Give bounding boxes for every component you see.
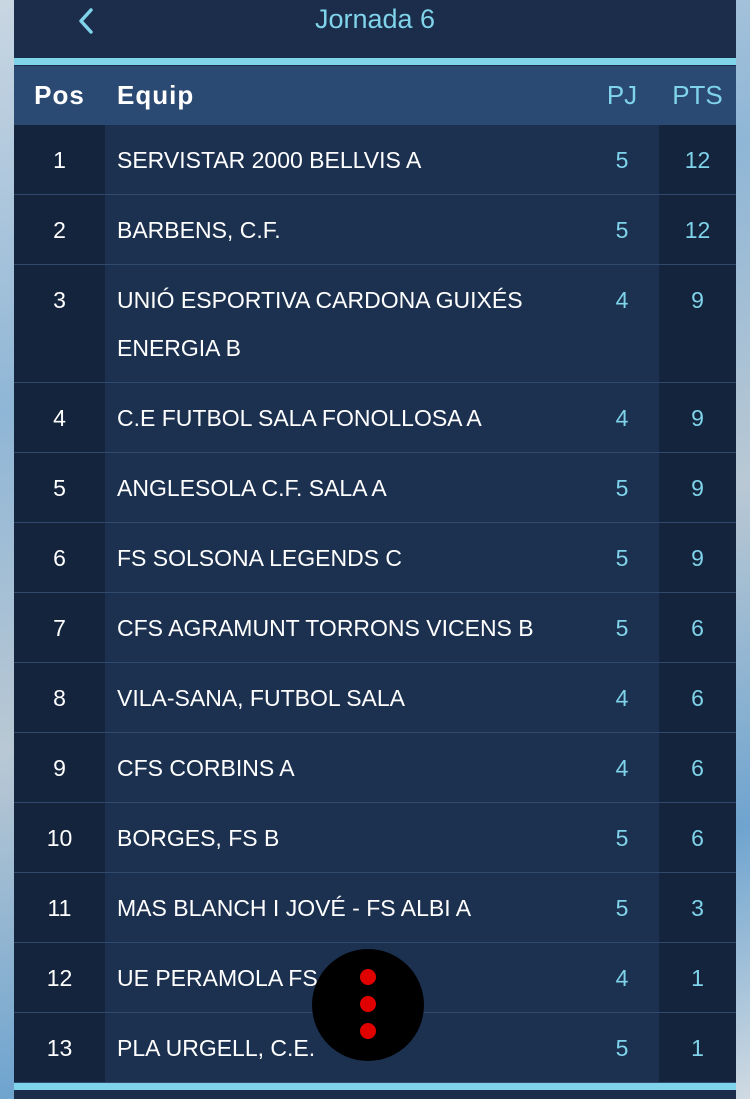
played-cell: 5	[585, 1013, 659, 1082]
title: Jornada 6	[314, 4, 436, 34]
team-cell: VILA-SANA, FUTBOL SALA	[105, 663, 585, 732]
table-row[interactable]: 1 SERVISTAR 2000 BELLVIS A 5 12	[14, 125, 736, 195]
played-cell: 4	[585, 663, 659, 732]
points-cell: 12	[659, 195, 736, 264]
position-cell: 4	[14, 383, 105, 452]
table-row[interactable]: 8 VILA-SANA, FUTBOL SALA 4 6	[14, 663, 736, 733]
standings-panel: Jornada 6 Pos Equip PJ PTS 1 SERVISTAR 20…	[14, 0, 736, 1099]
played-cell: 5	[585, 195, 659, 264]
played-cell: 5	[585, 453, 659, 522]
points-cell: 9	[659, 265, 736, 382]
back-button[interactable]	[74, 6, 98, 36]
played-cell: 4	[585, 383, 659, 452]
divider	[14, 58, 736, 65]
points-cell: 6	[659, 803, 736, 872]
position-cell: 7	[14, 593, 105, 662]
team-cell: BARBENS, C.F.	[105, 195, 585, 264]
column-header[interactable]: Equip	[117, 80, 195, 110]
menu-button[interactable]	[312, 949, 424, 1061]
team-cell: C.E FUTBOL SALA FONOLLOSA A	[105, 383, 585, 452]
points-cell: 12	[659, 125, 736, 194]
table-header: Pos Equip PJ PTS	[14, 66, 736, 125]
team-cell: UNIÓ ESPORTIVA CARDONA GUIXÉS ENERGIA B	[105, 265, 585, 382]
team-cell: BORGES, FS B	[105, 803, 585, 872]
position-cell: 5	[14, 453, 105, 522]
played-cell: 4	[585, 265, 659, 382]
played-cell: 4	[585, 943, 659, 1012]
points-cell: 9	[659, 453, 736, 522]
position-cell: 13	[14, 1013, 105, 1082]
position-cell: 3	[14, 265, 105, 382]
played-cell: 5	[585, 873, 659, 942]
table-row[interactable]: 2 BARBENS, C.F. 5 12	[14, 195, 736, 265]
points-cell: 6	[659, 593, 736, 662]
position-cell: 1	[14, 125, 105, 194]
team-cell: MAS BLANCH I JOVÉ - FS ALBI A	[105, 873, 585, 942]
played-cell: 5	[585, 125, 659, 194]
points-cell: 1	[659, 943, 736, 1012]
points-cell: 1	[659, 1013, 736, 1082]
column-header[interactable]: Pos	[34, 80, 85, 110]
played-cell: 4	[585, 733, 659, 802]
team-cell: FS SOLSONA LEGENDS C	[105, 523, 585, 592]
table-row[interactable]: 3 UNIÓ ESPORTIVA CARDONA GUIXÉS ENERGIA B…	[14, 265, 736, 383]
team-cell: ANGLESOLA C.F. SALA A	[105, 453, 585, 522]
team-cell: SERVISTAR 2000 BELLVIS A	[105, 125, 585, 194]
points-cell: 3	[659, 873, 736, 942]
top-bar: Jornada 6	[14, 0, 736, 58]
points-cell: 6	[659, 733, 736, 802]
position-cell: 6	[14, 523, 105, 592]
team-cell: CFS AGRAMUNT TORRONS VICENS B	[105, 593, 585, 662]
column-header[interactable]: PTS	[672, 80, 723, 110]
position-cell: 8	[14, 663, 105, 732]
played-cell: 5	[585, 523, 659, 592]
played-cell: 5	[585, 803, 659, 872]
position-cell: 10	[14, 803, 105, 872]
divider	[14, 1083, 736, 1090]
table-body: 1 SERVISTAR 2000 BELLVIS A 5 12 2 BARBENS, C.…	[14, 125, 736, 1083]
position-cell: 2	[14, 195, 105, 264]
position-cell: 9	[14, 733, 105, 802]
team-cell: CFS CORBINS A	[105, 733, 585, 802]
position-cell: 11	[14, 873, 105, 942]
points-cell: 9	[659, 383, 736, 452]
points-cell: 6	[659, 663, 736, 732]
played-cell: 5	[585, 593, 659, 662]
column-header[interactable]: PJ	[606, 80, 638, 110]
position-cell: 12	[14, 943, 105, 1012]
points-cell: 9	[659, 523, 736, 592]
